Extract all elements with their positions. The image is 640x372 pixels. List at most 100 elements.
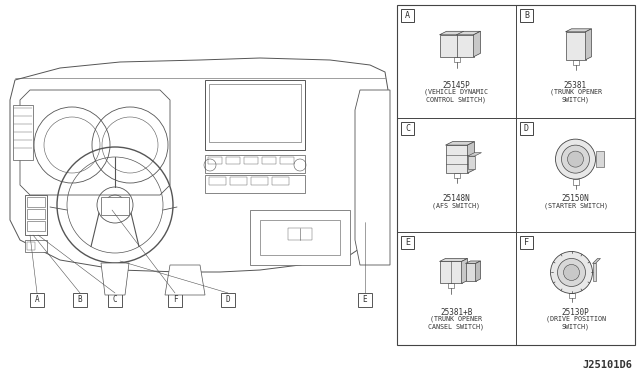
Bar [251,177,268,185]
Text: 25381: 25381 [564,81,587,90]
Bar [30,293,44,307]
Circle shape [568,151,584,167]
Bar [27,242,35,250]
Polygon shape [467,156,474,169]
Bar [280,157,294,164]
Text: 25148N: 25148N [443,194,470,203]
Bar [401,9,414,22]
Bar [272,177,289,185]
Circle shape [556,139,595,179]
Bar [205,80,305,150]
Bar [262,157,276,164]
Polygon shape [465,263,476,282]
Bar [260,220,340,255]
Polygon shape [440,31,481,35]
Text: 25381+B: 25381+B [440,308,473,317]
Text: A: A [35,295,39,305]
Bar [208,157,222,164]
Bar [226,157,240,164]
Bar [454,57,460,62]
Circle shape [561,145,589,173]
Polygon shape [440,262,461,283]
Text: (TRUNK OPENER
CANSEL SWITCH): (TRUNK OPENER CANSEL SWITCH) [429,315,484,330]
Bar [108,293,122,307]
Text: D: D [226,295,230,305]
Bar [168,293,182,307]
Polygon shape [566,32,586,60]
Bar [221,293,235,307]
Polygon shape [593,263,595,282]
Circle shape [557,259,586,286]
Text: B: B [77,295,83,305]
Polygon shape [467,142,474,173]
Text: F: F [173,295,177,305]
Bar [25,195,47,235]
Bar [205,155,305,173]
Bar [520,122,533,135]
Polygon shape [467,153,481,156]
Bar [573,179,579,185]
Text: F: F [524,238,529,247]
Text: C: C [113,295,117,305]
Bar [360,210,370,238]
Bar [568,294,575,298]
Bar [27,197,45,207]
Bar [244,157,258,164]
Circle shape [550,251,593,294]
Polygon shape [445,142,474,145]
Bar [250,210,350,265]
Polygon shape [20,90,170,195]
Bar [288,228,312,240]
Bar [401,236,414,248]
Text: D: D [524,124,529,133]
Polygon shape [101,263,129,295]
Text: J25101D6: J25101D6 [582,360,632,370]
Bar [25,240,47,252]
Polygon shape [476,261,481,282]
Bar [205,175,305,193]
Bar [520,9,533,22]
Polygon shape [474,31,481,57]
Bar [401,122,414,135]
Bar [358,293,372,307]
Polygon shape [445,145,467,173]
Bar [454,173,460,178]
Text: 25130P: 25130P [562,308,589,317]
Bar [13,105,33,160]
Polygon shape [440,259,467,262]
Text: (AFS SWITCH): (AFS SWITCH) [433,202,481,209]
Polygon shape [593,259,600,263]
Bar [27,221,45,231]
Bar [568,36,584,56]
Bar [397,5,635,345]
Text: (DRIVE POSITION
SWITCH): (DRIVE POSITION SWITCH) [545,315,605,330]
Text: (TRUNK OPENER
SWITCH): (TRUNK OPENER SWITCH) [550,89,602,103]
Polygon shape [566,29,591,32]
Polygon shape [440,35,474,57]
Text: A: A [405,11,410,20]
Text: 25150N: 25150N [562,194,589,203]
Bar [573,60,579,65]
Bar [209,177,226,185]
Bar [73,293,87,307]
Bar [27,209,45,219]
Polygon shape [10,58,388,272]
Bar [520,236,533,248]
Bar [209,84,301,142]
Polygon shape [461,259,467,283]
Bar [101,197,129,215]
Polygon shape [595,151,604,167]
Circle shape [563,264,579,280]
Text: C: C [405,124,410,133]
Polygon shape [465,261,481,263]
Polygon shape [355,90,390,265]
Bar [447,283,454,288]
Polygon shape [586,29,591,60]
Text: 25145P: 25145P [443,81,470,90]
Text: (VEHICLE DYNAMIC
CONTROL SWITCH): (VEHICLE DYNAMIC CONTROL SWITCH) [424,89,488,103]
Text: (STARTER SWITCH): (STARTER SWITCH) [543,202,607,209]
Polygon shape [165,265,205,295]
Text: E: E [363,295,367,305]
Bar [362,130,384,160]
Text: B: B [524,11,529,20]
